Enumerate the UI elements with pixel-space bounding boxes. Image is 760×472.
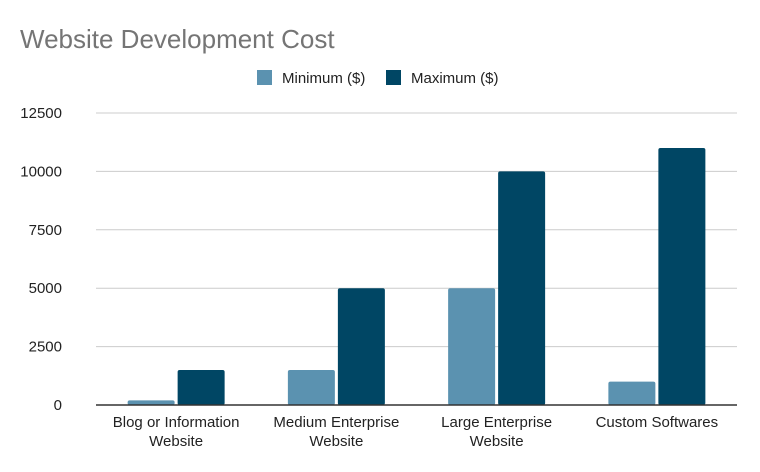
x-axis-categories: Blog or Information Website Medium Enterpr… [113, 414, 718, 450]
chart-title: Website Development Cost [20, 24, 335, 54]
x-category-label: Medium Enterprise Website [273, 414, 399, 450]
y-tick-label: 0 [54, 397, 62, 414]
bar-minimum-1 [287, 369, 335, 405]
x-category-label: Blog or Information Website [113, 414, 240, 450]
legend-label-maximum: Maximum ($) [411, 70, 499, 87]
bar-minimum-3 [608, 381, 656, 405]
x-category-label: Large Enterprise Website [441, 414, 552, 450]
bar-maximum-3 [658, 148, 706, 406]
y-axis-ticks: 0 2500 5000 7500 10000 12500 [20, 105, 62, 414]
bar-minimum-2 [448, 288, 496, 405]
bar-maximum-0 [177, 369, 225, 405]
legend-swatch-maximum [386, 70, 401, 85]
y-tick-label: 7500 [29, 222, 62, 239]
x-category-label: Custom Softwares [596, 414, 719, 431]
legend: Minimum ($) Maximum ($) [257, 70, 499, 87]
y-tick-label: 2500 [29, 339, 62, 356]
bar-minimum-0 [127, 400, 175, 405]
bar-maximum-2 [498, 171, 546, 405]
bars [127, 148, 706, 406]
bar-maximum-1 [337, 288, 385, 405]
y-tick-label: 10000 [20, 163, 62, 180]
y-tick-label: 5000 [29, 280, 62, 297]
y-tick-label: 12500 [20, 105, 62, 122]
legend-swatch-minimum [257, 70, 272, 85]
gridlines [96, 112, 737, 348]
legend-label-minimum: Minimum ($) [282, 70, 365, 87]
